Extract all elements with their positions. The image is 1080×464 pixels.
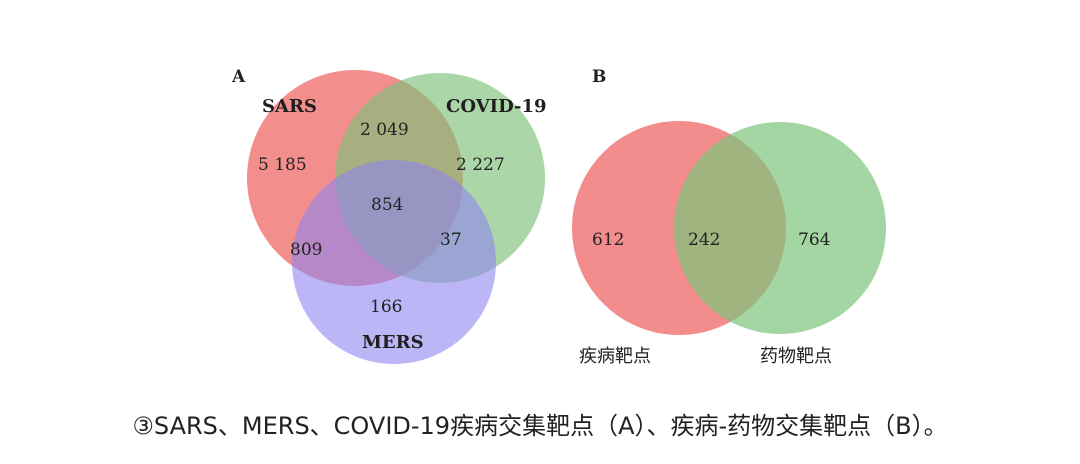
mers-circle [292, 160, 496, 364]
intersection-count: 242 [688, 230, 720, 250]
sars-mers-count: 809 [290, 240, 322, 260]
drug-targets-circle [674, 122, 886, 334]
sars-covid-count: 2 049 [360, 120, 409, 140]
disease-only-count: 612 [592, 230, 624, 250]
drug-targets-label: 药物靶点 [760, 346, 832, 367]
figure-caption: ③SARS、MERS、COVID-19疾病交集靶点（A）、疾病-药物交集靶点（B… [132, 412, 948, 440]
covid-only-count: 2 227 [456, 155, 505, 175]
venn-panel-a: A SARS COVID-19 MERS 5 185 2 049 2 227 8… [231, 67, 547, 364]
covid-label: COVID-19 [446, 96, 547, 117]
mers-label: MERS [362, 332, 424, 353]
sars-label: SARS [262, 96, 317, 117]
covid-mers-count: 37 [440, 230, 462, 250]
panel-a-label: A [231, 67, 246, 87]
mers-only-count: 166 [370, 297, 402, 317]
drug-only-count: 764 [798, 230, 830, 250]
panel-b-label: B [592, 67, 606, 87]
all-three-count: 854 [371, 195, 403, 215]
venn-figure: A SARS COVID-19 MERS 5 185 2 049 2 227 8… [231, 67, 886, 367]
sars-only-count: 5 185 [258, 155, 307, 175]
venn-panel-b: B 612 242 764 疾病靶点 药物靶点 [572, 67, 886, 367]
disease-targets-label: 疾病靶点 [579, 346, 651, 367]
